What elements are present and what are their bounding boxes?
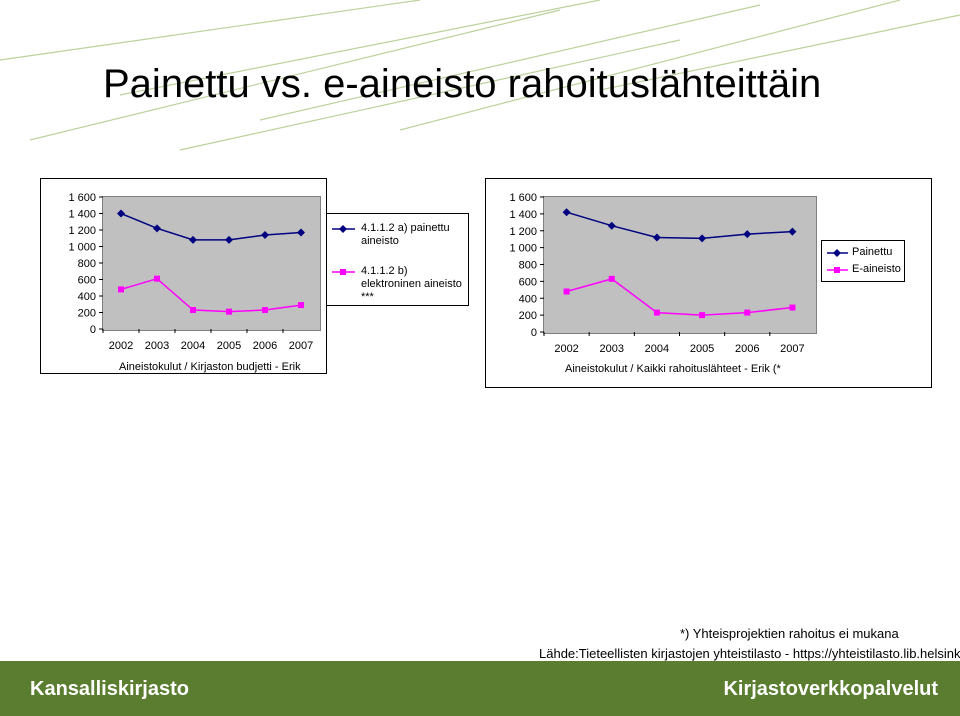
right-series-1-point: [563, 288, 570, 295]
right-series-0-line: [566, 211, 793, 240]
right-xtick-label: 2002: [554, 343, 578, 355]
left-series-0-point: [261, 230, 269, 239]
e-aineisto-legend-icon: [834, 267, 840, 273]
left-ytick-label: 800: [78, 258, 96, 270]
left-xtick-label: 2006: [253, 340, 277, 352]
right-legend: Painettu E-aineisto: [821, 240, 905, 282]
right-ytick-label: 1 000: [509, 243, 537, 255]
right-ytick-label: 1 600: [509, 192, 537, 204]
footnote: *) Yhteisprojektien rahoitus ei mukana: [680, 626, 899, 641]
right-legend-symbols: [827, 249, 848, 273]
left-series-0-point: [225, 235, 233, 244]
left-legend-symbols: [332, 225, 355, 275]
left-legend-label-2b: elektroninen aineisto: [361, 278, 462, 290]
right-series-1-point: [608, 275, 615, 282]
left-series-0-point: [297, 228, 305, 237]
left-ytick-label: 1 200: [68, 225, 96, 237]
right-ytick-label: 600: [519, 276, 537, 288]
left-ytick-label: 600: [78, 275, 96, 287]
left-xtick-label: 2007: [289, 340, 313, 352]
left-xtick-label: 2005: [217, 340, 241, 352]
right-series-0-point: [698, 234, 707, 243]
left-chart-svg: 0 200 400 600 800 1 000 1 200 1 400 1 600 2002 200…: [68, 192, 313, 352]
right-chart-caption: Aineistokulut / Kaikki rahoituslähteet -…: [565, 363, 781, 375]
left-legend: 4.1.1.2 a) painettu aineisto 4.1.1.2 b) …: [326, 213, 469, 306]
right-series-0-point: [743, 230, 752, 239]
left-legend-label-1a: 4.1.1.2 a) painettu: [361, 222, 450, 234]
right-series-1-point: [699, 312, 706, 319]
elektroninen-marker-icon: [340, 269, 346, 275]
painettu-marker-icon: [339, 225, 347, 233]
right-ytick-label: 0: [531, 327, 537, 339]
left-chart-caption: Aineistokulut / Kirjaston budjetti - Eri…: [119, 361, 301, 373]
right-ytick-label: 400: [519, 293, 537, 305]
left-xtick-label: 2003: [145, 340, 169, 352]
right-xtick-label: 2004: [645, 343, 669, 355]
right-chart-frame: 0 200 400 600 800 1 000 1 200 1 400 1 600 2002 200…: [485, 178, 932, 388]
footer-bar: Kansalliskirjasto Kirjastoverkkopalvelut: [0, 661, 960, 716]
footer-right-logo: Kirjastoverkkopalvelut: [723, 678, 938, 700]
left-series-0-point: [117, 209, 125, 218]
right-series-1-line: [566, 278, 793, 316]
footer-left-logo: Kansalliskirjasto: [30, 678, 189, 700]
left-legend-label-2a: 4.1.1.2 b): [361, 265, 408, 277]
left-series-0-point: [153, 224, 161, 233]
left-ytick-label: 200: [78, 308, 96, 320]
left-series-1-line: [120, 277, 302, 313]
right-series-0-point: [607, 221, 616, 230]
right-chart-svg: 0 200 400 600 800 1 000 1 200 1 400 1 600 2002 200…: [509, 192, 804, 355]
decorative-lines: [0, 0, 960, 151]
left-ytick-label: 1 600: [68, 192, 96, 204]
left-xtick-label: 2004: [181, 340, 205, 352]
right-series-0-point: [652, 233, 661, 242]
right-legend-label-2: E-aineisto: [852, 263, 901, 275]
source-note: Lähde:Tieteellisten kirjastojen yhteisti…: [539, 646, 960, 661]
painettu-legend-icon: [833, 249, 841, 257]
right-series-1-point: [653, 309, 660, 316]
right-ytick-label: 1 400: [509, 209, 537, 221]
left-series-1-point: [226, 308, 232, 315]
right-xtick-label: 2003: [600, 343, 624, 355]
right-series-0-point: [788, 227, 797, 236]
page-title: Painettu vs. e-aineisto rahoituslähteitt…: [103, 62, 822, 106]
left-series-1-point: [298, 302, 304, 309]
right-xtick-label: 2005: [690, 343, 714, 355]
left-ytick-label: 0: [90, 324, 96, 336]
left-series-0-point: [189, 235, 197, 244]
left-series-1-point: [154, 275, 160, 282]
right-ytick-label: 800: [519, 260, 537, 272]
right-series-1-point: [789, 304, 796, 311]
left-series-0-line: [120, 212, 302, 241]
left-legend-label-1b: aineisto: [361, 235, 399, 247]
right-ytick-label: 1 200: [509, 226, 537, 238]
left-series-1-point: [118, 286, 124, 293]
left-series-1-point: [262, 307, 268, 314]
right-xtick-label: 2006: [735, 343, 759, 355]
right-series-0-point: [562, 208, 571, 217]
right-ytick-label: 200: [519, 310, 537, 322]
right-legend-label-1: Painettu: [852, 246, 893, 258]
left-chart-frame: 0 200 400 600 800 1 000 1 200 1 400 1 600 2002 200…: [40, 178, 327, 374]
left-legend-label-2c: ***: [361, 291, 374, 303]
left-xtick-label: 2002: [109, 340, 133, 352]
right-series-1-point: [744, 309, 751, 316]
left-series-1-point: [190, 307, 196, 314]
left-ytick-label: 1 000: [68, 242, 96, 254]
left-ytick-label: 400: [78, 291, 96, 303]
right-xtick-label: 2007: [780, 343, 804, 355]
left-ytick-label: 1 400: [68, 209, 96, 221]
